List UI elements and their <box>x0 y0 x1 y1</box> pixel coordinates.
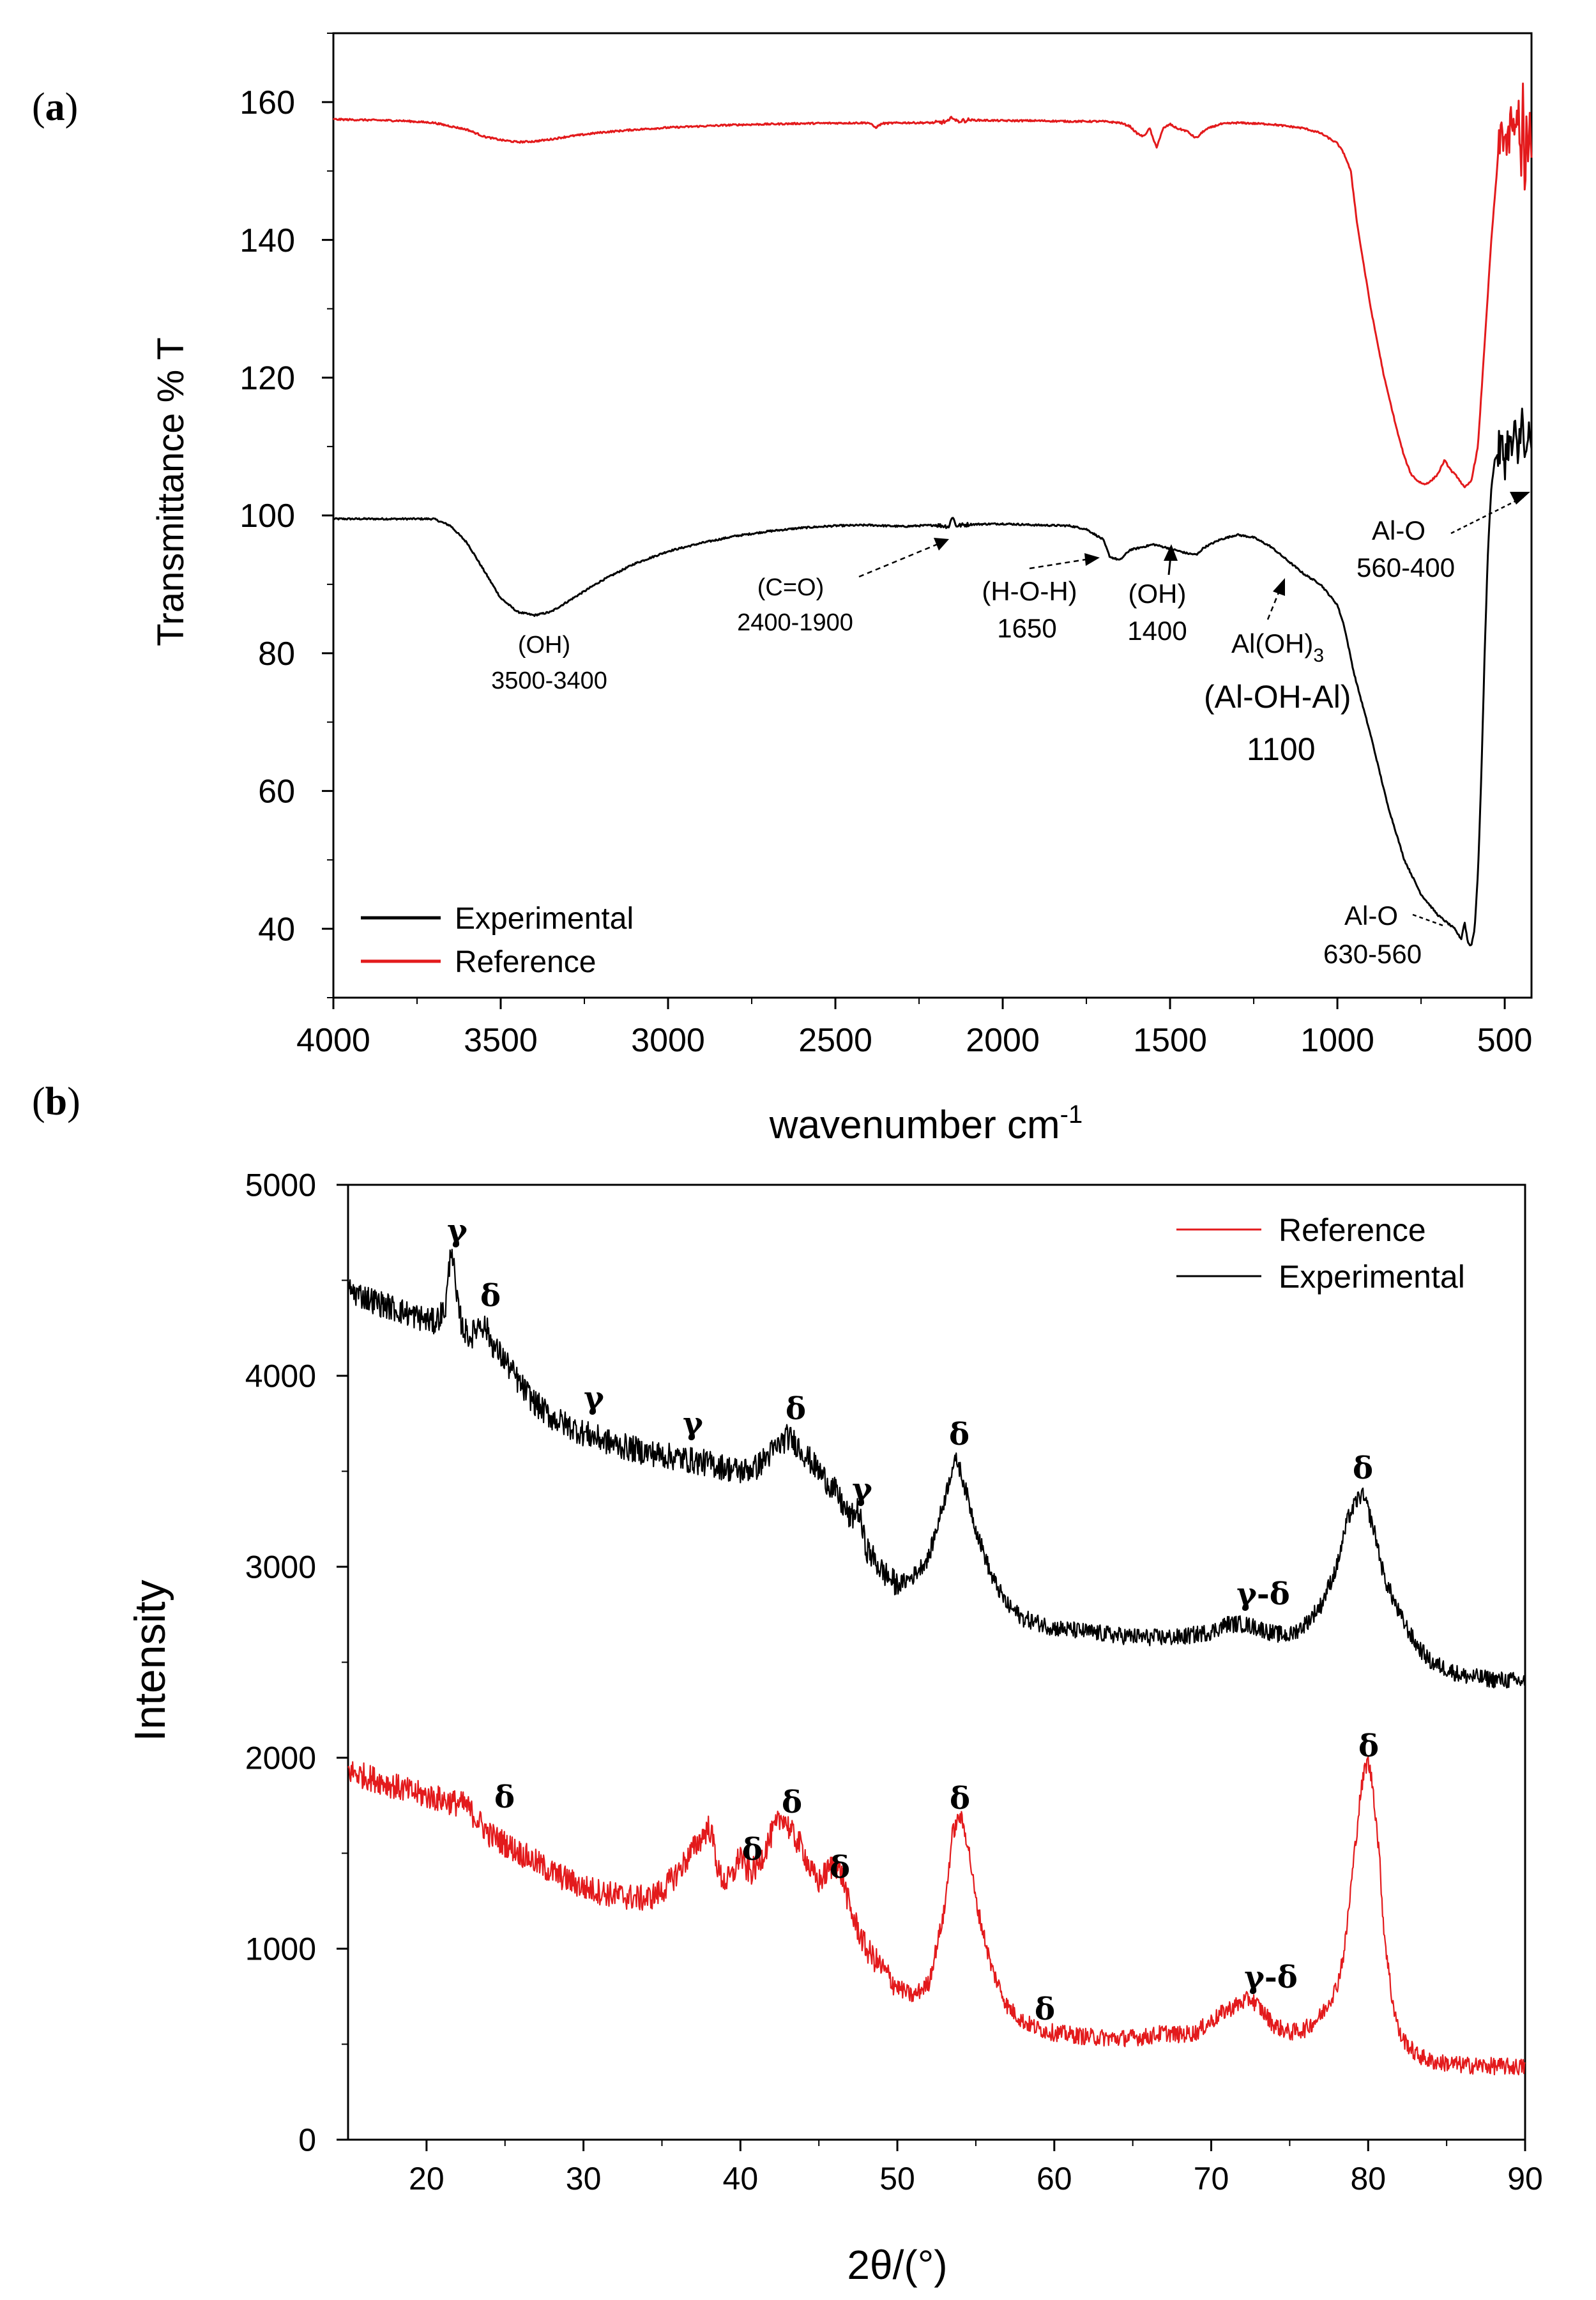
panel-b-series-reference <box>347 1756 1526 2076</box>
panel-a-series <box>332 82 1533 947</box>
phase-annotation: γ <box>584 1380 604 1416</box>
legend-label-experimental: Experimental <box>455 902 634 936</box>
panel-b-ticks: 20 30 40 50 60 70 80 90 0 1000 2000 3000 4000 5000 <box>245 1168 1543 2197</box>
annotation-hoh-label: (H-O-H) <box>982 576 1077 606</box>
phase-annotation: δ <box>782 1785 802 1820</box>
panel-a-y-tick-label: 60 <box>258 773 295 811</box>
panel-b-y-tick-label: 3000 <box>245 1550 316 1585</box>
annotation-alo-top-range: 560-400 <box>1357 552 1455 583</box>
panel-a-x-tick-label: 2000 <box>966 1022 1040 1059</box>
panel-b-x-tick-label: 80 <box>1350 2161 1386 2197</box>
panel-a-y-tick-label: 120 <box>239 360 295 397</box>
annotation-aloh3-arrowhead <box>1273 578 1285 596</box>
panel-a-y-tick-label: 40 <box>258 911 295 948</box>
panel-a-x-tick-label: 2500 <box>798 1022 872 1059</box>
annotation-alo-bottom-range: 630-560 <box>1323 939 1422 969</box>
panel-a-x-axis-label: wavenumber cm-1 <box>769 1100 1083 1147</box>
annotation-oh-label: (OH) <box>518 632 570 659</box>
panel-a-y-tick-label: 140 <box>239 222 295 259</box>
legend-label-experimental-b: Experimental <box>1279 1259 1465 1295</box>
phase-annotation: δ <box>1035 1992 1055 2027</box>
panel-b-legend: Reference Experimental <box>1176 1212 1465 1295</box>
annotation-oh-range: 3500-3400 <box>491 667 607 694</box>
annotation-co-label: (C=O) <box>757 574 825 601</box>
panel-a-x-tick-label: 4000 <box>296 1022 370 1059</box>
annotation-alo-top-arrow <box>1450 495 1526 535</box>
phase-annotation: δ <box>949 1417 969 1452</box>
panel-b-x-tick-label: 60 <box>1037 2161 1072 2197</box>
phase-annotation: γ <box>852 1472 872 1507</box>
panel-a-ftir-chart: (a) 4000 3500 3000 2500 2000 1500 1000 500 40 60 8… <box>32 32 1533 1147</box>
panel-b-xrd-chart: (b) 20 30 40 50 60 70 80 90 0 1000 2000 3000 4000 500… <box>32 1080 1543 2288</box>
annotation-alohal-value: 1100 <box>1247 731 1316 767</box>
phase-annotation: γ-δ <box>1244 1960 1298 1995</box>
panel-a-series-reference <box>332 82 1533 489</box>
annotation-oh1400-arrowhead <box>1164 544 1178 561</box>
phase-annotation: δ <box>1358 1728 1379 1764</box>
legend-label-reference: Reference <box>455 945 596 979</box>
phase-annotation: γ <box>683 1406 703 1442</box>
annotation-aloh3-label: Al(OH)3 <box>1231 628 1324 666</box>
panel-b-label: (b) <box>32 1080 80 1123</box>
phase-annotation: δ <box>950 1781 970 1816</box>
annotation-aloh3-arrow <box>1266 592 1280 620</box>
panel-a-y-axis-label: Transmittance % T <box>150 337 192 646</box>
panel-b-series-experimental <box>347 1249 1526 1689</box>
panel-b-y-axis-label: Intensity <box>126 1580 174 1741</box>
panel-a-y-tick-label: 160 <box>239 84 295 121</box>
annotation-oh1400-value: 1400 <box>1127 616 1187 646</box>
annotation-co-range: 2400-1900 <box>737 609 853 636</box>
panel-b-series <box>347 1249 1526 2076</box>
panel-a-ticks: 4000 3500 3000 2500 2000 1500 1000 500 40 60 80 100… <box>239 33 1532 1059</box>
annotation-co-arrow <box>858 543 938 578</box>
phase-annotation: δ <box>1353 1451 1373 1486</box>
panel-b-y-tick-label: 2000 <box>245 1740 316 1776</box>
annotation-oh1400-label: (OH) <box>1129 579 1187 609</box>
panel-a-x-tick-label: 1000 <box>1300 1022 1374 1059</box>
panel-a-x-tick-label: 3500 <box>464 1022 538 1059</box>
panel-b-plot-frame <box>347 1184 1526 2141</box>
panel-a-y-tick-label: 100 <box>239 498 295 535</box>
panel-b-x-tick-label: 90 <box>1507 2161 1543 2197</box>
phase-annotation: δ <box>786 1391 806 1427</box>
phase-annotation: γ <box>447 1213 467 1249</box>
phase-annotation: δ <box>494 1779 515 1815</box>
annotation-alo-top-arrowhead <box>1510 492 1530 505</box>
legend-label-reference-b: Reference <box>1279 1212 1426 1248</box>
panel-a-annotations: (OH) 3500-3400 (C=O) 2400-1900 (H-O-H) 1… <box>491 492 1530 969</box>
phase-annotation: δ <box>830 1850 850 1885</box>
annotation-co-arrowhead <box>934 538 949 551</box>
annotation-hoh-arrowhead <box>1084 553 1100 566</box>
panel-b-x-axis-label: 2θ/(°) <box>847 2242 947 2288</box>
phase-annotation: γ-δ <box>1236 1576 1290 1612</box>
panel-a-legend: Experimental Reference <box>361 902 634 979</box>
panel-b-x-tick-label: 30 <box>566 2161 602 2197</box>
panel-a-x-tick-label: 500 <box>1477 1022 1533 1059</box>
panel-a-x-tick-label: 1500 <box>1133 1022 1207 1059</box>
phase-annotation: δ <box>480 1278 501 1314</box>
panel-b-y-tick-label: 5000 <box>245 1168 316 1203</box>
panel-b-x-tick-label: 70 <box>1194 2161 1229 2197</box>
phase-annotation: δ <box>742 1832 763 1868</box>
panel-b-x-tick-label: 40 <box>723 2161 759 2197</box>
annotation-alo-bottom-arrow <box>1412 913 1445 927</box>
annotation-hoh-value: 1650 <box>997 613 1056 643</box>
panel-b-y-tick-label: 4000 <box>245 1359 316 1394</box>
annotation-alohal-label: (Al-OH-Al) <box>1204 679 1351 715</box>
panel-b-y-tick-label: 0 <box>298 2122 316 2158</box>
panel-a-x-tick-label: 3000 <box>631 1022 705 1059</box>
annotation-alo-bottom-label: Al-O <box>1344 901 1398 931</box>
panel-a-label: (a) <box>32 86 78 129</box>
panel-b-x-tick-label: 20 <box>409 2161 445 2197</box>
panel-b-x-tick-label: 50 <box>879 2161 915 2197</box>
panel-b-phase-annotations: γ δ γ γ δ γ δ γ-δ δ δ δ δ δ δ δ γ-δ δ <box>447 1213 1379 2027</box>
panel-b-y-tick-label: 1000 <box>245 1931 316 1967</box>
annotation-hoh-arrow <box>1029 558 1086 570</box>
panel-a-series-experimental <box>333 407 1533 947</box>
annotation-alo-top-label: Al-O <box>1372 515 1425 545</box>
panel-a-y-tick-label: 80 <box>258 636 295 673</box>
